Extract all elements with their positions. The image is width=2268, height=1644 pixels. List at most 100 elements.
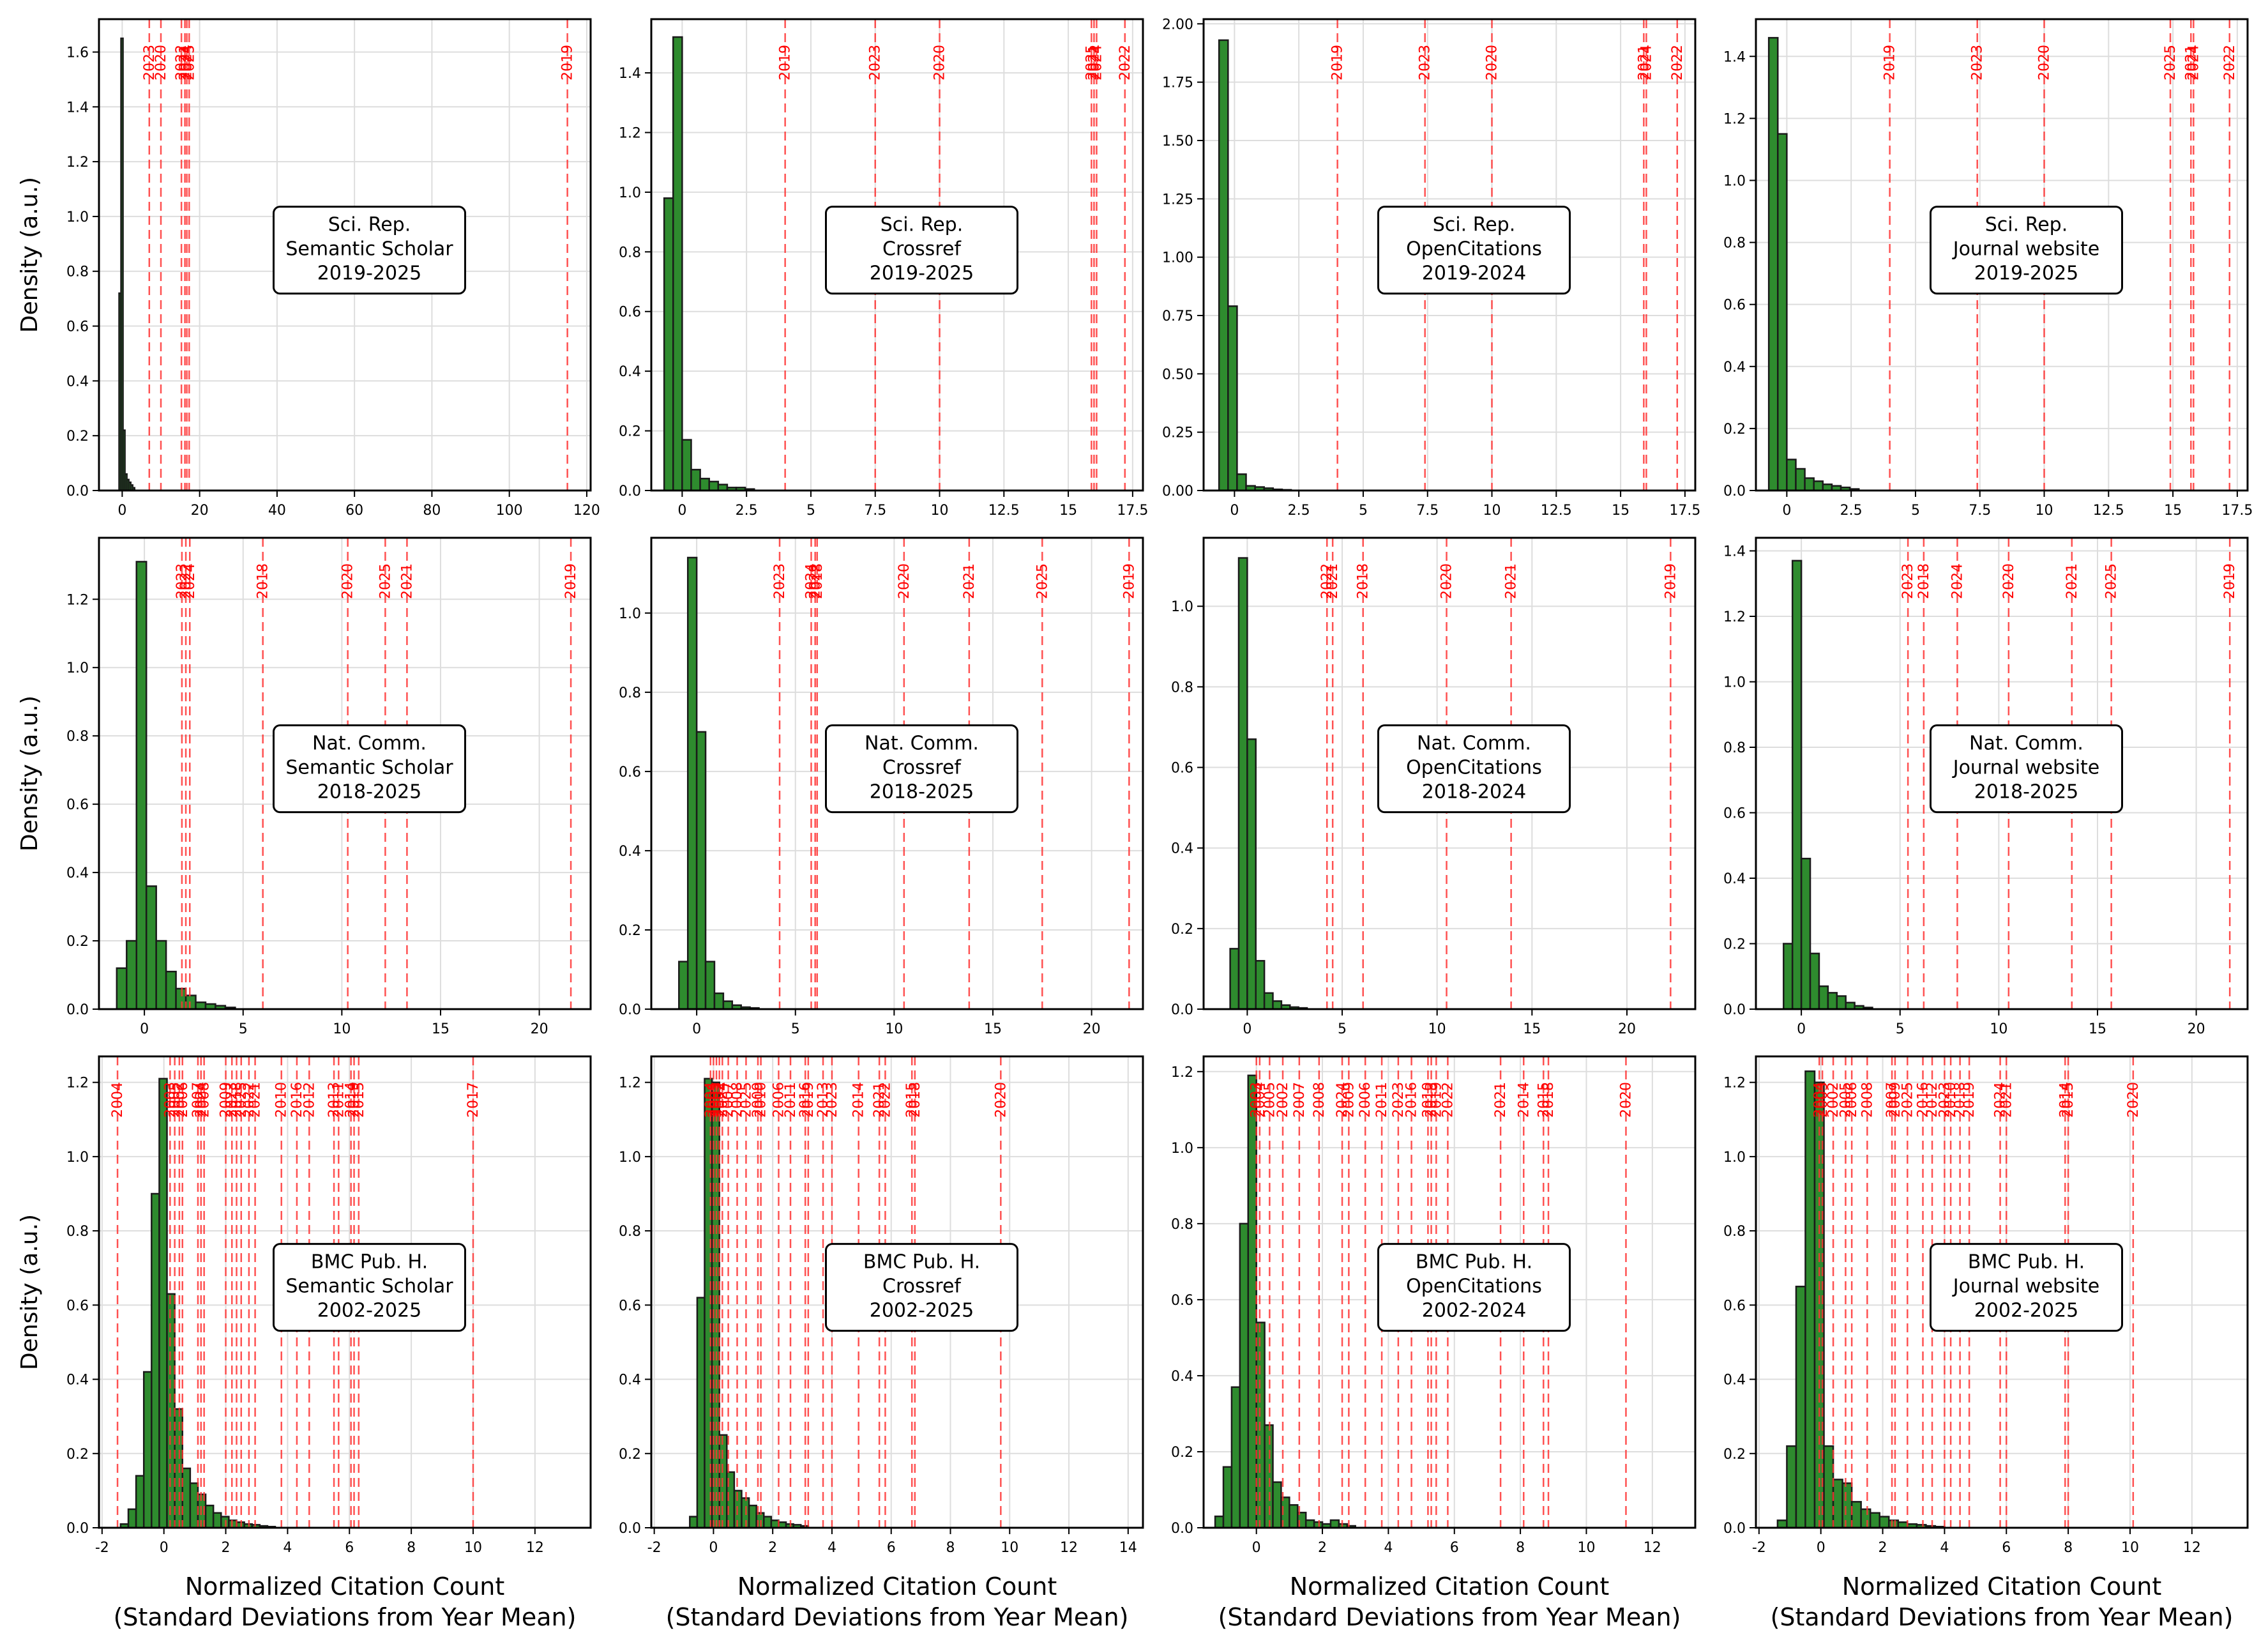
histogram-bar — [1850, 1501, 1862, 1529]
axes-frame — [1755, 18, 2249, 492]
year-line-label: 2019 — [801, 1082, 817, 1118]
histogram-bar — [158, 1077, 168, 1529]
histogram-bar — [135, 1475, 145, 1529]
histogram-bar — [204, 1504, 215, 1529]
y-tick-label: 1.4 — [1723, 544, 1746, 560]
annotation-line: Semantic Scholar — [285, 238, 453, 261]
y-tick-label: 1.0 — [1171, 1141, 1193, 1157]
histogram-bar — [1832, 1479, 1843, 1529]
x-tick-label: 15 — [1523, 1021, 1541, 1037]
y-tick-label: 0.0 — [619, 1521, 641, 1537]
histogram-bar — [1218, 39, 1229, 492]
year-line-label: 2018 — [1541, 1082, 1557, 1118]
y-tick-label: 0.2 — [66, 1447, 89, 1463]
annotation-line: BMC Pub. H. — [1416, 1251, 1532, 1274]
year-line-label: 2021 — [399, 563, 415, 599]
x-tick-label: 15 — [2164, 503, 2182, 519]
year-line-label: 2003 — [162, 1082, 178, 1118]
year-line-label: 2014 — [2057, 1082, 2073, 1118]
axes-frame — [1202, 537, 1697, 1010]
year-line-label: 2021 — [1325, 563, 1341, 599]
y-tick-label: 1.2 — [66, 592, 89, 608]
year-line-label: 2003 — [1815, 1082, 1831, 1118]
y-tick-label: 0.0 — [619, 483, 641, 499]
year-line-label: 2008 — [1859, 1082, 1875, 1118]
annotation-line: 2018-2024 — [1422, 781, 1527, 803]
histogram-bar — [126, 940, 138, 1010]
y-tick-label: 0.0 — [619, 1002, 641, 1018]
annotation-line: Sci. Rep. — [328, 214, 411, 236]
y-tick-label: 0.6 — [1723, 298, 1746, 314]
histogram-bar — [195, 1001, 207, 1010]
y-axis-label: Density (a.u.) — [17, 177, 43, 333]
annotation-line: Nat. Comm. — [312, 733, 427, 755]
annotation-line: Journal website — [1952, 757, 2100, 779]
x-tick-label: 4 — [1940, 1540, 1949, 1556]
x-tick-label: 12 — [526, 1540, 544, 1556]
year-line-label: 2020 — [153, 45, 169, 80]
histogram-bar — [663, 197, 674, 492]
year-line-label: 2019 — [1428, 1082, 1444, 1118]
histogram-bar — [1329, 1519, 1340, 1529]
year-line-label: 2007 — [721, 1082, 737, 1118]
y-tick-label: 0.2 — [619, 424, 641, 440]
axes-frame — [98, 1055, 592, 1529]
year-line-label: 2021 — [1636, 45, 1652, 80]
y-tick-label: 1.0 — [1723, 173, 1746, 189]
year-line-label: 2024 — [1638, 45, 1654, 80]
year-line-label: 2023 — [174, 563, 190, 599]
y-tick-label: 0.6 — [1723, 806, 1746, 822]
year-line-label: 2010 — [274, 1082, 290, 1118]
year-line-label: 2007 — [1884, 1082, 1900, 1118]
y-tick-label: 0.4 — [66, 1373, 89, 1389]
histogram-bar — [1887, 1519, 1900, 1529]
year-line-label: 2021 — [1504, 563, 1520, 599]
year-line-label: 2007 — [1292, 1082, 1308, 1118]
x-axis-label-sub: (Standard Deviations from Year Mean) — [666, 1603, 1129, 1631]
x-tick-label: 5 — [1359, 503, 1368, 519]
year-line-label: 2006 — [771, 1082, 787, 1118]
year-line-label: 2023 — [1418, 45, 1433, 80]
histogram-bar — [1869, 1512, 1880, 1529]
histogram-bar — [1255, 960, 1266, 1010]
year-line-label: 2002 — [1826, 1082, 1841, 1118]
year-line-label: 2020 — [932, 45, 948, 80]
year-line-label: 2023 — [142, 45, 158, 80]
year-line-label: 2022 — [1440, 1082, 1456, 1118]
histogram-bar — [116, 967, 128, 1010]
annotation-line: OpenCitations — [1406, 1275, 1542, 1298]
annotation-line: OpenCitations — [1406, 757, 1542, 779]
year-line-label: 2018 — [255, 563, 271, 599]
histogram-bar — [1795, 1286, 1806, 1529]
year-line-label: 2004 — [110, 1082, 126, 1118]
y-axis-label: Density (a.u.) — [17, 696, 43, 851]
annotation-line: Journal website — [1952, 1275, 2100, 1298]
year-line-label: 2019 — [1882, 45, 1898, 80]
histogram-bar — [165, 970, 177, 1010]
year-line-label: 2003 — [1249, 1082, 1265, 1118]
annotation-line: OpenCitations — [1406, 238, 1542, 261]
year-line-label: 2014 — [344, 1082, 359, 1118]
year-line-label: 2025 — [1034, 563, 1050, 599]
annotation-line: 2018-2025 — [317, 781, 422, 803]
y-tick-label: 1.2 — [66, 155, 89, 171]
x-tick-label: 80 — [423, 503, 441, 519]
y-tick-label: 0.2 — [619, 923, 641, 939]
histogram-bar — [690, 469, 701, 492]
y-tick-label: 1.50 — [1162, 133, 1193, 149]
y-tick-label: 0.4 — [619, 364, 641, 380]
y-tick-label: 1.4 — [66, 100, 89, 116]
x-tick-label: 7.5 — [1416, 503, 1439, 519]
histogram-bar — [1783, 943, 1794, 1010]
year-line-label: 2013 — [815, 1082, 831, 1118]
year-line-label: 2016 — [798, 1082, 813, 1118]
year-line-label: 2018 — [1953, 1082, 1969, 1118]
y-tick-label: 0.4 — [1723, 1373, 1746, 1389]
year-line-label: 2009 — [750, 1082, 766, 1118]
year-line-label: 2012 — [301, 1082, 317, 1118]
x-tick-label: 8 — [946, 1540, 955, 1556]
x-tick-label: 2.5 — [1840, 503, 1863, 519]
histogram-bar — [1255, 1321, 1266, 1529]
y-tick-label: 1.0 — [66, 1150, 89, 1166]
